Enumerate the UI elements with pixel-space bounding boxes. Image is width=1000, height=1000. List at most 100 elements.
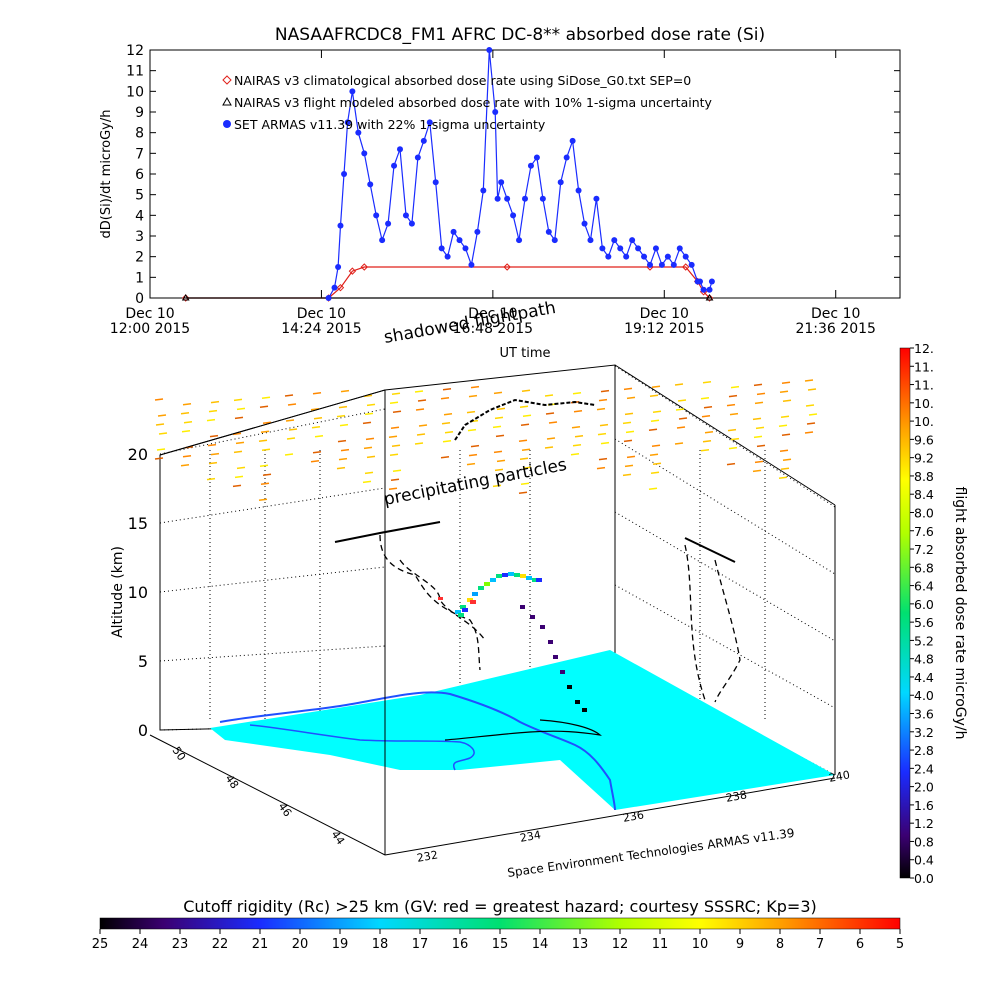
data-point — [438, 245, 445, 252]
particle-dash — [287, 403, 297, 406]
data-point — [444, 253, 451, 260]
y-tick-label: 5 — [135, 188, 144, 204]
colorbar-tick-label: 10. — [914, 396, 934, 411]
box-edge — [614, 364, 836, 506]
shadowed-flightpath-side — [684, 544, 741, 703]
data-point — [593, 195, 600, 202]
colorbar-tick-label: 19 — [332, 937, 349, 952]
colorbar-tick-label: 11. — [914, 359, 934, 374]
particle-dash — [470, 385, 480, 389]
particle-dash — [314, 435, 324, 438]
particle-dash — [599, 423, 609, 427]
colorbar-tick-label: 10 — [692, 937, 709, 952]
grid-line — [614, 511, 836, 642]
particle-dash — [806, 422, 816, 425]
lon-tick-label: 234 — [519, 828, 542, 844]
3d-plot: 50 48 46 44 232 234 236 238 240 0 5 10 15 20 Altitu… — [110, 298, 851, 880]
grid-line — [614, 365, 836, 508]
particle-dash — [234, 416, 244, 420]
y-tick-label: 12 — [126, 43, 144, 59]
data-point — [361, 150, 368, 157]
y-tick-label: 2 — [135, 250, 144, 266]
particle-dash — [470, 444, 480, 448]
data-point — [670, 261, 677, 268]
track-segment — [502, 573, 508, 577]
data-point — [349, 88, 356, 95]
colorbar-tick-label: 16 — [452, 937, 469, 952]
ground-track — [444, 719, 602, 741]
lon-tick-labels: 232 234 236 238 240 — [416, 768, 851, 864]
particle-dash — [753, 435, 763, 439]
data-point — [569, 137, 576, 144]
particle-dash — [442, 388, 452, 391]
particle-dash — [158, 432, 168, 435]
track-segment — [514, 573, 520, 577]
particle-dash — [782, 399, 792, 402]
particle-dash — [154, 398, 164, 401]
particle-dash — [340, 448, 350, 452]
data-point — [325, 295, 332, 301]
track-segment — [458, 613, 464, 617]
particle-dash — [392, 410, 402, 413]
z-tick-label: 0 — [138, 721, 148, 740]
particle-dash — [391, 392, 401, 395]
particle-dash — [596, 407, 606, 411]
data-point — [492, 109, 499, 115]
y-tick-label: 7 — [135, 146, 144, 162]
particle-dash — [210, 452, 220, 456]
particle-dash — [363, 446, 373, 450]
particle-dash — [626, 455, 636, 459]
particle-dash — [704, 431, 714, 434]
z-tick-label: 15 — [128, 514, 148, 533]
colorbar-tick-label: 7.2 — [914, 542, 934, 557]
colorbar-tick-label: 12 — [612, 937, 629, 952]
plot-title: NASAAFRCDC8_FM1 AFRC DC-8** absorbed dos… — [275, 25, 765, 45]
x-tick-label-time: 16:48 2015 — [453, 321, 533, 337]
particle-dash — [598, 457, 608, 461]
track-segment — [490, 578, 496, 582]
legend-label: SET ARMAS v11.39 with 22% 1-sigma uncert… — [234, 117, 546, 132]
y-tick-label: 10 — [126, 84, 144, 100]
x-tick-label-day: Dec 10 — [468, 306, 517, 322]
data-point — [697, 278, 703, 285]
particle-dash — [651, 385, 661, 388]
data-point — [641, 253, 648, 260]
particle-dash — [181, 430, 191, 433]
colorbar-tick-label: 9.2 — [914, 451, 934, 466]
lat-tick-labels: 50 48 46 44 — [170, 744, 348, 847]
colorbar-tick-label: 2.0 — [914, 780, 934, 795]
lon-tick-label: 240 — [828, 768, 851, 784]
particle-dash — [702, 440, 712, 443]
particle-dash — [494, 416, 504, 420]
track-segment — [567, 685, 572, 689]
track-segment — [520, 605, 525, 609]
track-segment — [575, 700, 580, 704]
z-tick-label: 5 — [138, 652, 148, 671]
particle-dash — [496, 407, 506, 411]
particle-dash — [522, 466, 532, 469]
particle-dash — [208, 461, 218, 465]
z-tick-label: 20 — [128, 445, 148, 464]
x-tick-label-day: Dec 10 — [811, 306, 860, 322]
data-point — [379, 237, 386, 244]
particle-dash — [337, 439, 347, 443]
particle-dash — [726, 462, 736, 466]
y-tick-label: 0 — [135, 291, 144, 307]
y-tick-label: 1 — [135, 270, 144, 286]
data-point — [551, 237, 558, 244]
particle-dash — [756, 392, 766, 396]
colorbar-tick-label: 9.6 — [914, 432, 934, 447]
particle-dash — [286, 437, 296, 440]
data-point — [336, 283, 345, 292]
particle-dash — [726, 403, 736, 407]
particle-dash — [625, 430, 635, 434]
particle-dash — [285, 419, 295, 422]
particle-dash — [753, 383, 763, 387]
particle-dash — [780, 415, 790, 418]
particle-dash — [727, 428, 737, 432]
colorbar-tick-label: 12. — [914, 341, 934, 356]
colorbar-tick-label: 20 — [292, 937, 309, 952]
top-y-axis-label: dD(Si)/dt microGy/h — [99, 110, 114, 239]
legend-label: NAIRAS v3 climatological absorbed dose r… — [234, 73, 691, 88]
lat-tick-label: 50 — [170, 744, 189, 763]
